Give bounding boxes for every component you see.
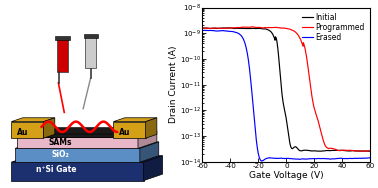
- Erased: [308, 158, 312, 160]
- Text: n⁺Si Gate: n⁺Si Gate: [36, 165, 77, 174]
- Programmed: [210, 27, 215, 29]
- Erased: [211, 30, 215, 32]
- Erased: [368, 157, 373, 159]
- Programmed: [360, 150, 365, 152]
- Programmed: [345, 149, 350, 152]
- Text: Au: Au: [119, 128, 130, 137]
- Initial: [345, 150, 350, 152]
- Polygon shape: [15, 148, 140, 162]
- Erased: [345, 157, 350, 160]
- Line: Initial: Initial: [202, 28, 370, 151]
- Bar: [55, 36, 70, 40]
- Initial: [210, 27, 215, 30]
- Polygon shape: [140, 142, 159, 162]
- Initial: [302, 149, 307, 151]
- Programmed: [200, 27, 204, 29]
- Erased: [260, 160, 264, 162]
- X-axis label: Gate Voltage (V): Gate Voltage (V): [249, 171, 324, 180]
- Polygon shape: [42, 134, 127, 137]
- Bar: [58, 71, 59, 83]
- Polygon shape: [11, 156, 163, 162]
- Initial: [200, 27, 204, 29]
- Legend: Initial, Programmed, Erased: Initial, Programmed, Erased: [301, 11, 367, 44]
- Polygon shape: [146, 118, 157, 138]
- Bar: [113, 122, 146, 138]
- Polygon shape: [43, 118, 55, 138]
- Programmed: [307, 79, 312, 81]
- Bar: [42, 127, 117, 137]
- Bar: [90, 68, 91, 78]
- Erased: [200, 30, 204, 32]
- Bar: [11, 122, 43, 138]
- Polygon shape: [113, 118, 157, 122]
- Polygon shape: [11, 162, 144, 181]
- Erased: [204, 29, 209, 31]
- Polygon shape: [17, 131, 157, 137]
- Line: Erased: Erased: [202, 30, 370, 161]
- Line: Programmed: Programmed: [202, 27, 370, 151]
- Initial: [227, 27, 232, 29]
- Initial: [298, 150, 302, 152]
- Programmed: [249, 26, 254, 28]
- Polygon shape: [17, 137, 138, 148]
- Erased: [298, 158, 303, 160]
- Programmed: [368, 150, 373, 152]
- Programmed: [328, 147, 332, 149]
- Programmed: [298, 37, 302, 40]
- Initial: [368, 150, 373, 152]
- Text: SiO₂: SiO₂: [51, 150, 70, 159]
- Erased: [302, 158, 307, 160]
- Bar: [85, 37, 96, 68]
- Initial: [307, 149, 312, 152]
- Text: SAMs: SAMs: [49, 138, 72, 147]
- Text: Au: Au: [17, 128, 28, 137]
- Programmed: [302, 45, 307, 48]
- Polygon shape: [11, 118, 55, 122]
- Polygon shape: [138, 131, 157, 148]
- Polygon shape: [144, 156, 163, 181]
- Polygon shape: [15, 142, 159, 148]
- Y-axis label: Drain Current (A): Drain Current (A): [169, 46, 178, 123]
- Bar: [57, 39, 68, 72]
- Initial: [328, 149, 333, 152]
- Bar: [84, 34, 98, 38]
- Erased: [328, 158, 333, 160]
- Initial: [319, 150, 323, 152]
